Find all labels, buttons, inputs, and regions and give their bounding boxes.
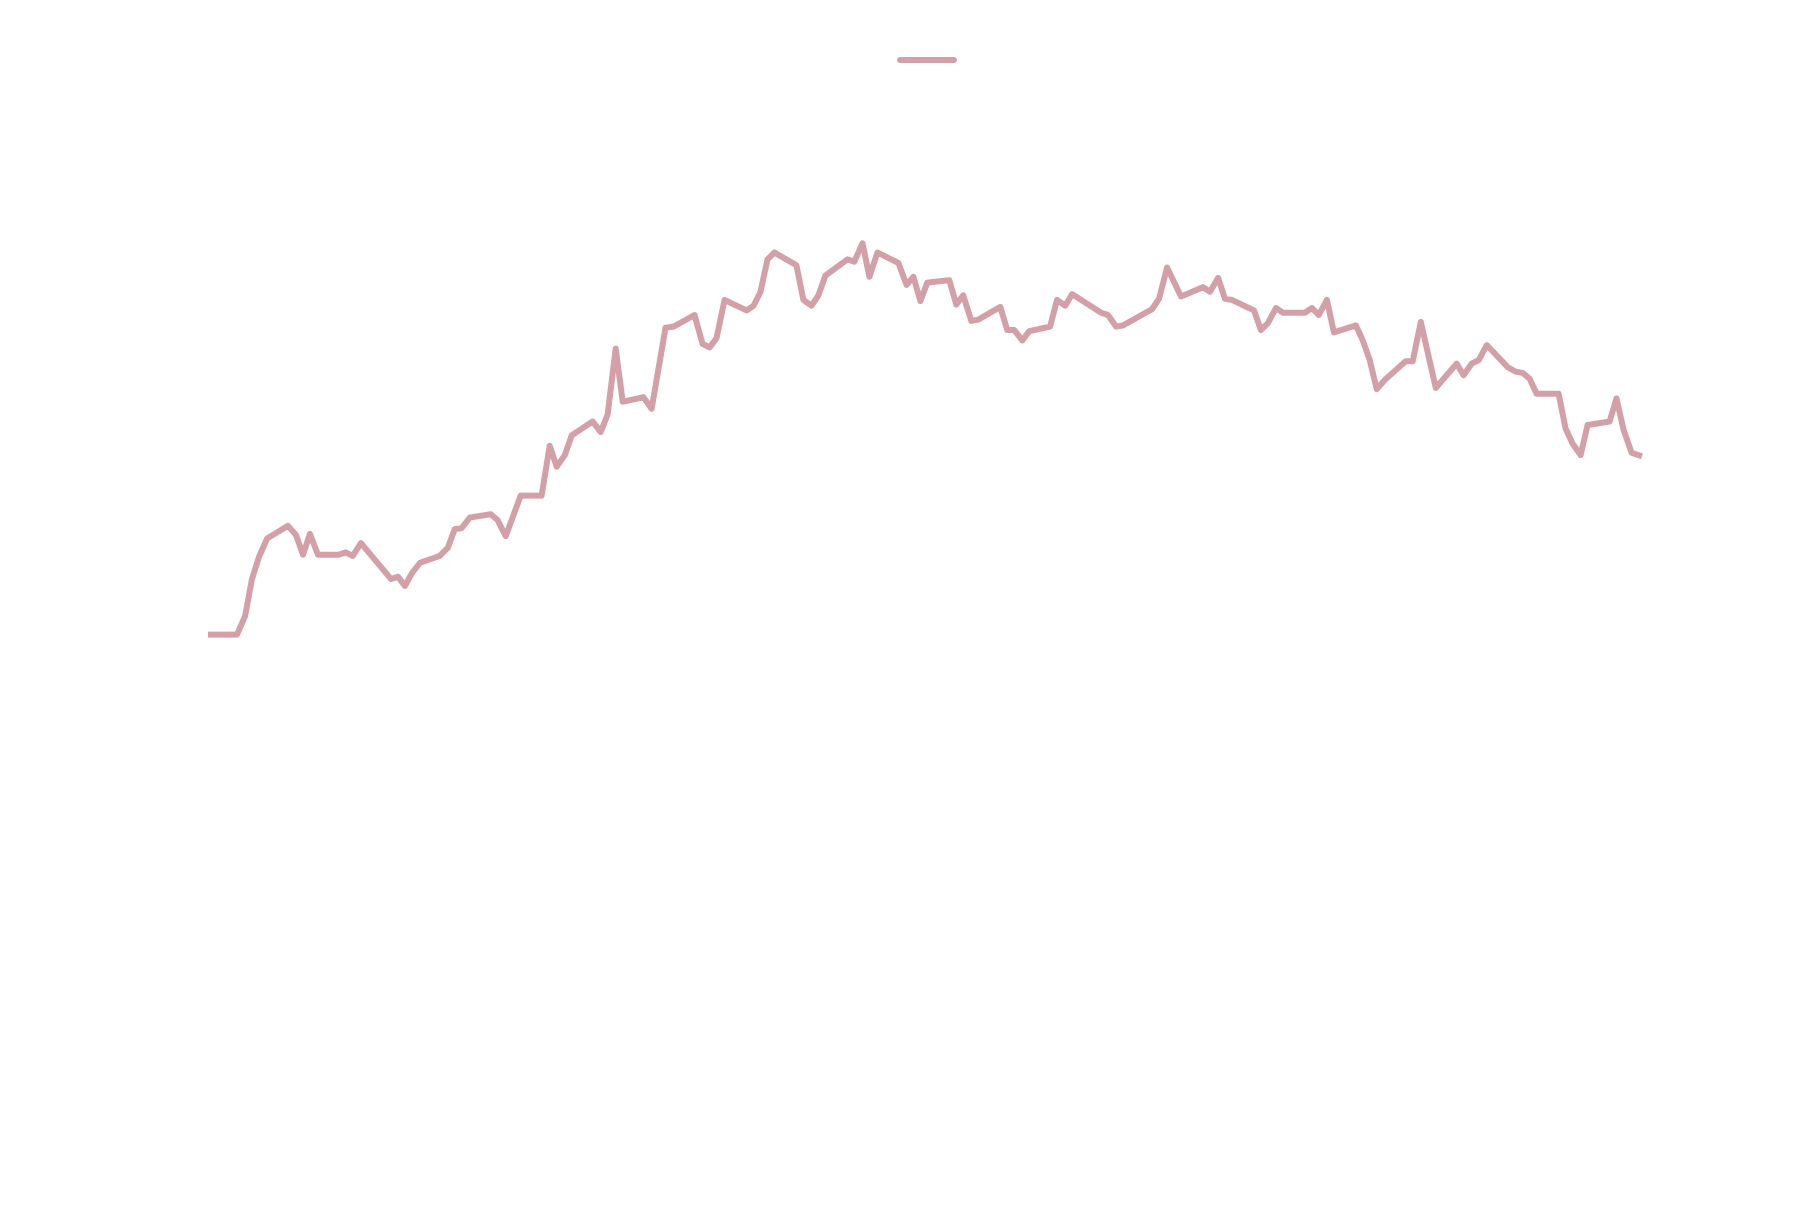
line-series <box>208 240 1643 638</box>
